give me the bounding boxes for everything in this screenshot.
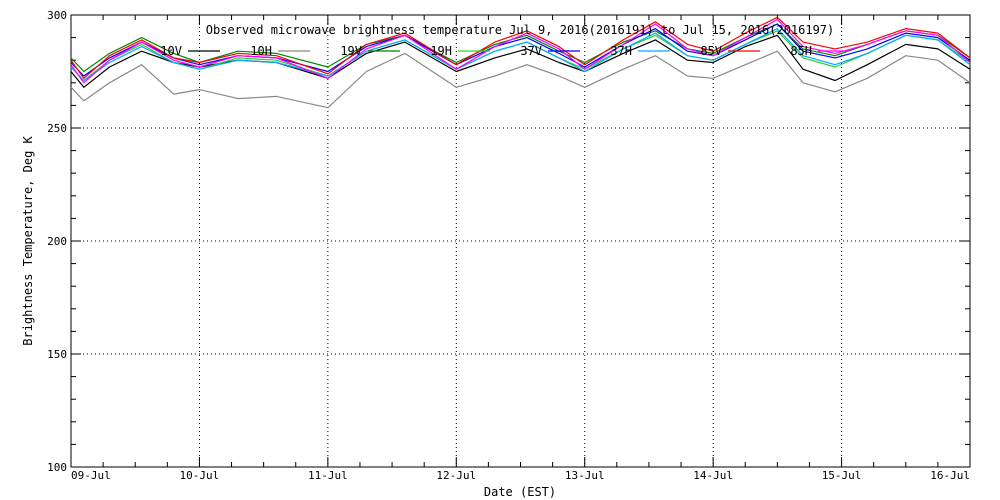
legend-label: 10H bbox=[250, 44, 272, 58]
legend-item-85h: 85H bbox=[790, 44, 850, 58]
grid-lines bbox=[71, 15, 970, 467]
legend-item-37v: 37V bbox=[520, 44, 580, 58]
y-tick-label: 250 bbox=[47, 122, 67, 135]
chart-title: Observed microwave brightness temperatur… bbox=[206, 23, 835, 37]
legend-label: 85V bbox=[700, 44, 722, 58]
x-tick-label: 09-Jul bbox=[71, 469, 111, 482]
series-lines bbox=[70, 16, 971, 109]
series-line-37h bbox=[70, 28, 971, 82]
legend: 10V 10H 19V 19H 37V 37H 85V 85H bbox=[160, 44, 850, 58]
x-tick-label: 10-Jul bbox=[180, 469, 220, 482]
legend-label: 37H bbox=[610, 44, 632, 58]
series-line-85v bbox=[70, 16, 971, 79]
series-line-10v bbox=[70, 34, 971, 88]
axis-ticks: 100 150 200 250 300 09-Jul 10-Jul 11-Jul 12-Jul 1… bbox=[47, 9, 971, 482]
legend-item-10v: 10V bbox=[160, 44, 220, 58]
legend-label: 85H bbox=[790, 44, 812, 58]
legend-item-10h: 10H bbox=[250, 44, 310, 58]
legend-label: 10V bbox=[160, 44, 182, 58]
y-tick-label: 200 bbox=[47, 235, 67, 248]
legend-label: 37V bbox=[520, 44, 542, 58]
x-tick-label: 11-Jul bbox=[308, 469, 348, 482]
series-line-10h bbox=[70, 50, 971, 109]
x-tick-label: 12-Jul bbox=[436, 469, 476, 482]
x-axis-label: Date (EST) bbox=[484, 485, 556, 499]
series-line-85h bbox=[70, 18, 971, 84]
x-tick-label: 16-Jul bbox=[930, 469, 970, 482]
series-line-37v bbox=[70, 23, 971, 77]
legend-item-19v: 19V bbox=[340, 44, 400, 58]
x-tick-label: 14-Jul bbox=[693, 469, 733, 482]
legend-item-37h: 37H bbox=[610, 44, 670, 58]
legend-item-85v: 85V bbox=[700, 44, 760, 58]
series-line-19v bbox=[70, 23, 971, 73]
y-tick-label: 100 bbox=[47, 461, 67, 474]
y-axis-label: Brightness Temperature, Deg K bbox=[21, 135, 35, 345]
legend-label: 19H bbox=[430, 44, 452, 58]
y-tick-label: 300 bbox=[47, 9, 67, 22]
x-tick-label: 13-Jul bbox=[565, 469, 605, 482]
legend-item-19h: 19H bbox=[430, 44, 490, 58]
legend-label: 19V bbox=[340, 44, 362, 58]
y-tick-label: 150 bbox=[47, 348, 67, 361]
x-tick-label: 15-Jul bbox=[822, 469, 862, 482]
